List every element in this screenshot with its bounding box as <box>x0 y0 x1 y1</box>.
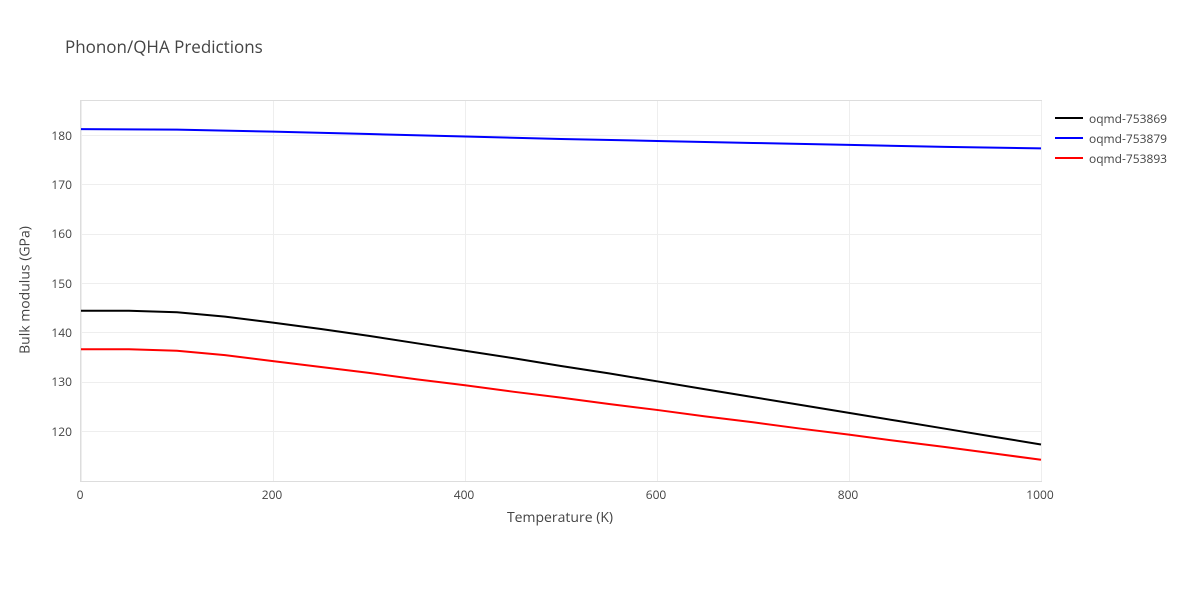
legend-swatch <box>1055 137 1083 139</box>
x-tick-label: 1000 <box>1020 486 1060 503</box>
legend-label: oqmd-753869 <box>1089 110 1167 127</box>
chart-title: Phonon/QHA Predictions <box>65 35 263 58</box>
legend-item-oqmd-753869[interactable]: oqmd-753869 <box>1055 108 1167 128</box>
legend-item-oqmd-753893[interactable]: oqmd-753893 <box>1055 148 1167 168</box>
y-axis-label: Bulk modulus (GPa) <box>16 226 35 354</box>
legend-label: oqmd-753879 <box>1089 130 1167 147</box>
x-tick-label: 800 <box>828 486 868 503</box>
x-tick-label: 400 <box>444 486 484 503</box>
x-tick-label: 0 <box>60 486 100 503</box>
y-tick-label: 150 <box>40 275 72 292</box>
y-tick-label: 170 <box>40 176 72 193</box>
y-tick-label: 140 <box>40 324 72 341</box>
legend-label: oqmd-753893 <box>1089 150 1167 167</box>
legend: oqmd-753869 oqmd-753879 oqmd-753893 <box>1055 108 1167 168</box>
legend-item-oqmd-753879[interactable]: oqmd-753879 <box>1055 128 1167 148</box>
plot-area <box>80 100 1042 482</box>
series-line-oqmd-753869[interactable] <box>81 311 1041 445</box>
x-tick-label: 600 <box>636 486 676 503</box>
y-tick-label: 180 <box>40 127 72 144</box>
y-tick-label: 160 <box>40 225 72 242</box>
y-tick-label: 120 <box>40 423 72 440</box>
legend-swatch <box>1055 157 1083 159</box>
x-axis-label: Temperature (K) <box>480 508 640 527</box>
series-line-oqmd-753879[interactable] <box>81 129 1041 148</box>
x-tick-label: 200 <box>252 486 292 503</box>
line-series-svg <box>81 101 1041 481</box>
legend-swatch <box>1055 117 1083 119</box>
y-tick-label: 130 <box>40 373 72 390</box>
